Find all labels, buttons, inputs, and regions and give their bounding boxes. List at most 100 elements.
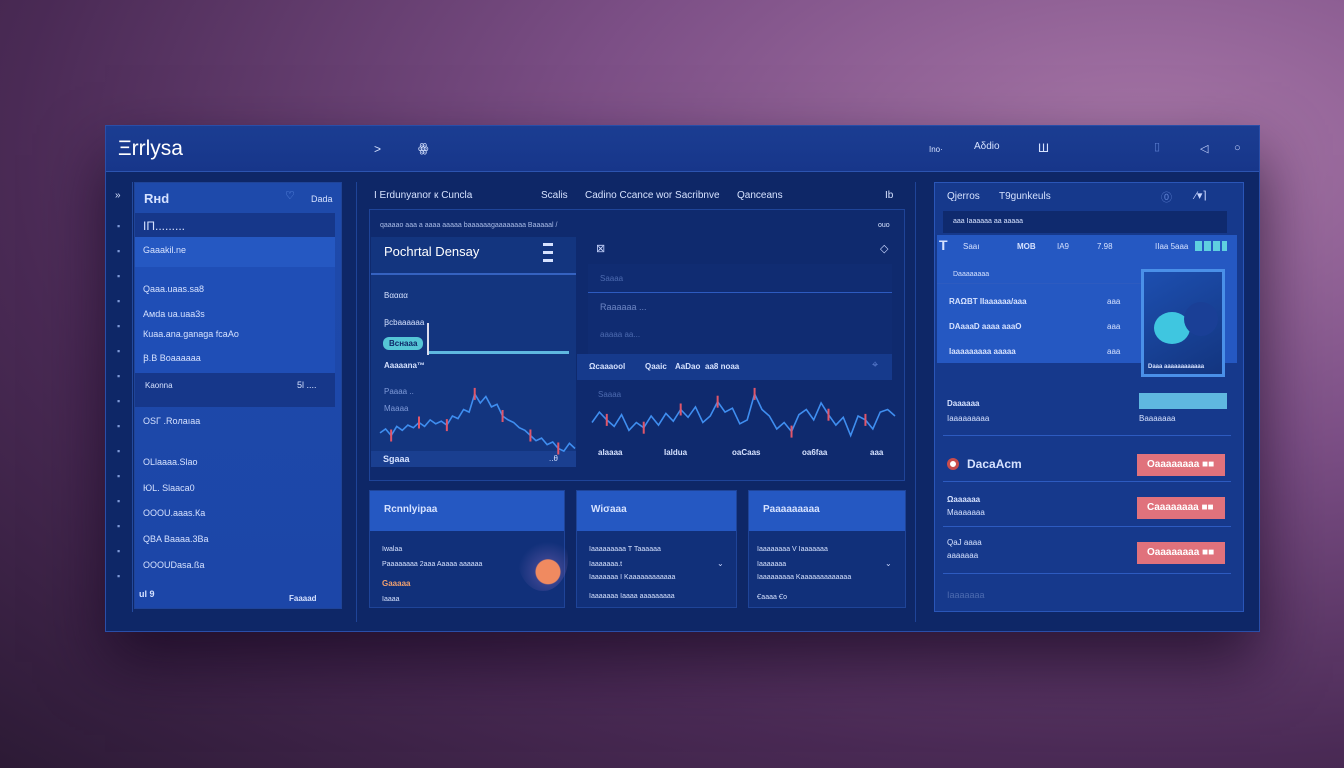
header-item[interactable]: Aδdio xyxy=(974,141,1000,152)
divider xyxy=(371,273,576,275)
sidebar-item[interactable]: Gaaakil.ne xyxy=(143,245,187,255)
column-header[interactable]: MOB xyxy=(1017,242,1036,251)
pin-icon[interactable]: ⁄▾⌉ xyxy=(1195,190,1207,202)
sidebar-footer-right[interactable]: Faaaad xyxy=(289,594,317,603)
chart-label: Saaaa xyxy=(598,390,622,399)
status-pill[interactable]: Βcнaaa xyxy=(383,337,424,350)
card: Rcnnlyipaa Ιwalaa Ρaaaaaaaa 2aaa Aaaaa a… xyxy=(369,490,568,608)
card-row[interactable]: Iaaaaaaaaa Kaaaaaaaaaaaaa xyxy=(757,574,852,581)
toolbar-item[interactable]: Ωcaaaool xyxy=(589,362,626,371)
card-row[interactable]: Iaaaaaaa Iaaaa aaaaaaaaa xyxy=(589,593,675,600)
tab[interactable]: Qanceans xyxy=(737,190,783,201)
sidebar-item[interactable]: OSΓ .Roлaıaa xyxy=(143,416,201,426)
panel-footer: Sgaaa ..θ xyxy=(371,451,576,467)
column-header[interactable]: IA9 xyxy=(1057,242,1070,251)
row-label: aaaaa aa... xyxy=(600,330,641,339)
toolbar-item[interactable]: Qaaic xyxy=(645,362,667,371)
table-cell: aaa xyxy=(1107,297,1121,306)
header-item[interactable]: Ino· xyxy=(929,145,943,154)
column-header[interactable]: 7.98 xyxy=(1097,242,1113,251)
alert-action-button[interactable]: Caaaaaaaa ■■ xyxy=(1137,497,1225,519)
sidebar-item-selected[interactable] xyxy=(135,237,335,267)
tab[interactable]: Scalis xyxy=(541,190,568,201)
tab[interactable]: Cadino Ccance wor Sacribnve xyxy=(585,190,720,201)
row-label: Βαααα xyxy=(384,291,408,300)
card-row[interactable]: Iaaaaaaaa V Iaaaaaaa xyxy=(757,546,828,553)
tab[interactable]: Qjerros xyxy=(947,191,980,202)
column-header[interactable]: IIaa 5aaa xyxy=(1155,242,1189,251)
strip-text: qaaaao aaa a aaaa aaaaa baaaaaagaaaaaaaa… xyxy=(380,222,558,229)
table-cell: Iaaaaaaaaa aaaaa xyxy=(949,347,1016,356)
slider-handle xyxy=(427,323,429,355)
toolbar-item[interactable]: AaDao xyxy=(675,362,701,371)
filter-icon[interactable]: T xyxy=(939,237,948,253)
back-icon[interactable]: ◁ xyxy=(1200,143,1209,155)
tab[interactable]: Ι Εrdunyanor к Cuncla xyxy=(374,190,473,201)
x-tick: oaCaas xyxy=(732,448,761,457)
header-item[interactable]: Ш xyxy=(1038,141,1049,155)
alert-action-button[interactable]: Oaaaaaaaa ■■ xyxy=(1137,454,1225,476)
divider xyxy=(588,292,892,293)
info-label: Baaaaaaa xyxy=(1139,414,1176,423)
divider xyxy=(943,573,1231,574)
card-row[interactable]: Iaaaaaaa I Kaaaaaaaaaaaa xyxy=(589,574,676,581)
sidebar-item[interactable]: OOOUDasa.ßa xyxy=(143,560,205,570)
info-label: Daaaaaa xyxy=(947,399,980,408)
progress-bar xyxy=(1139,393,1227,409)
sidebar-title: Rнd xyxy=(144,191,170,206)
sidebar: Rнd ♡ Dada ΙΠ......... Gaaakil.ne Qaaa.u… xyxy=(134,182,342,609)
sidebar-item[interactable]: Aмda ua.uaa3s xyxy=(143,309,205,319)
sidebar-item[interactable]: Ꞵ.B Boaaaaaa xyxy=(143,353,201,363)
nav-arrow-button[interactable]: > xyxy=(374,142,382,156)
panel-title: Pochrtal Densay xyxy=(384,244,480,259)
card-row[interactable]: Iaaaaaaa xyxy=(757,561,787,568)
sidebar-item[interactable]: Qaaa.uaas.sa8 xyxy=(143,284,205,294)
collapse-icon[interactable]: » xyxy=(115,190,121,201)
card-row[interactable]: Iaaaaaaaaa Τ Taaaaaa xyxy=(589,546,661,553)
slider-track[interactable] xyxy=(429,351,569,354)
toolbar-item[interactable]: aa8 noaa xyxy=(705,362,740,371)
sidebar-item[interactable]: OLlaaaa.Slao xyxy=(143,457,198,467)
thumb-caption: Daaa aaaaaaaaaaaa xyxy=(1148,364,1205,370)
alert-title: QaJ aaaa xyxy=(947,538,982,547)
rail-dots: ▪ ▪ ▪ ▪ ▪ ▪ ▪ ▪ ▪ ▪ ▪ ▪ ▪ ▪ ▪ xyxy=(117,221,121,581)
sidebar-row-label: Kaonna xyxy=(145,381,173,390)
card-row[interactable]: Iaaaaaaa.t xyxy=(589,561,623,568)
image-icon[interactable]: ⊠ xyxy=(596,243,606,255)
left-series-candle xyxy=(501,410,504,422)
column-header[interactable]: Saaı xyxy=(963,242,980,251)
alert-action-button[interactable]: Oaaaaaaaa ■■ xyxy=(1137,542,1225,564)
price-chart[interactable] xyxy=(370,380,906,460)
document-icon[interactable]: ▯ xyxy=(1154,141,1161,153)
nav-icon[interactable]: ꙮ xyxy=(418,141,429,155)
card-row[interactable]: Ꞓaaaa Ꞓo xyxy=(757,594,788,601)
menu-icon[interactable]: ▬ ▬ ▬ xyxy=(543,238,553,265)
pin-icon[interactable]: ⌖ xyxy=(872,359,879,371)
strip: aaa Iaaaaaa aa aaaaa xyxy=(943,211,1227,233)
x-tick: alaaaa xyxy=(598,448,623,457)
sidebar-item[interactable]: ΙΠ......... xyxy=(143,219,186,233)
sidebar-item[interactable]: OOOU.aaas.Кa xyxy=(143,508,206,518)
density-panel: Pochrtal Densay ▬ ▬ ▬ Βαααα Ꞵcbaaaaaa Βcнa… xyxy=(371,237,576,467)
chevron-down-icon[interactable]: ⌄ xyxy=(885,559,892,568)
sidebar-item[interactable]: ЮL. Slaaca0 xyxy=(143,483,195,493)
badge-icon[interactable]: ⓪ xyxy=(1161,192,1172,204)
sidebar-item[interactable]: QBA Baaaa.3Ba xyxy=(143,534,209,544)
sidebar-action[interactable]: Dada xyxy=(311,194,333,204)
alert-title: Ωaaaaaa xyxy=(947,495,981,504)
tag-icon[interactable]: ◇ xyxy=(880,243,889,255)
left-series-candle xyxy=(473,387,476,400)
sidebar-group: ΙΠ......... Gaaakil.ne Qaaa.uaas.sa8 Aмd… xyxy=(135,213,335,407)
signal-bars xyxy=(1195,241,1227,251)
chevron-down-icon[interactable]: ⌄ xyxy=(717,559,724,568)
detail-list: Saaaa Raaaaaa ... aaaaa aa... xyxy=(588,264,892,354)
circle-icon[interactable]: ○ xyxy=(1234,142,1241,154)
tab[interactable]: Ib xyxy=(885,190,894,201)
row-label: Saaaa xyxy=(600,274,624,283)
sidebar-footer-left[interactable]: ul 9 xyxy=(139,589,155,599)
heart-icon[interactable]: ♡ xyxy=(285,190,295,202)
sidebar-item[interactable]: Кuaa.ana.ganaga fcaAo xyxy=(143,329,239,339)
tab[interactable]: Τ9gunkeuls xyxy=(999,191,1051,202)
table-cell: aaa xyxy=(1107,347,1121,356)
thumbnail-image[interactable]: Daaa aaaaaaaaaaaa xyxy=(1141,269,1225,377)
